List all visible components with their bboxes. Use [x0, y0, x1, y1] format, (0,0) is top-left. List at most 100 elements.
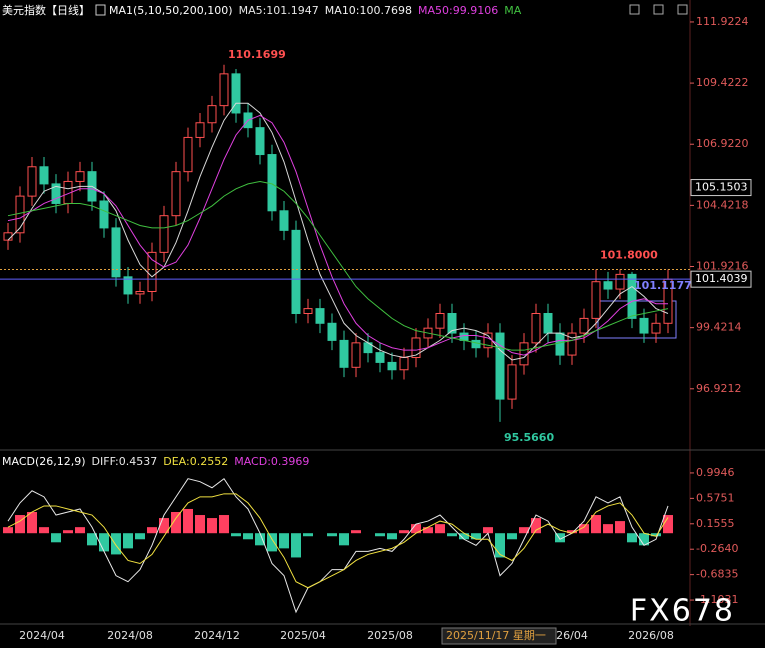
macd-bar: [627, 533, 637, 543]
candle-body: [435, 313, 445, 329]
icon[interactable]: [653, 4, 664, 15]
macd-bar: [495, 533, 505, 558]
candle-body: [579, 317, 589, 334]
macd-bar: [111, 533, 121, 555]
x-tick-label: 2024/12: [194, 629, 240, 642]
macd-bar: [327, 533, 337, 537]
candle-body: [291, 229, 301, 315]
macd-bar: [195, 515, 205, 534]
macd-bar: [207, 518, 217, 534]
candle-body: [159, 215, 169, 253]
legend-text: 美元指数【日线】: [2, 3, 90, 17]
candle-body: [495, 332, 505, 400]
candle-body: [231, 73, 241, 114]
macd-bar: [171, 512, 181, 534]
price-label-box: [690, 270, 752, 288]
macd-bar: [183, 508, 193, 534]
annotation: 101.1177: [634, 279, 692, 292]
crosshair-label: 2025/11/17 星期一: [446, 629, 546, 642]
candle-body: [219, 73, 229, 107]
candle-body: [267, 154, 277, 212]
candle-body: [111, 227, 121, 278]
price-label: 101.4039: [695, 272, 748, 285]
candle-body: [387, 361, 397, 371]
y-tick-label: 106.9220: [696, 137, 749, 150]
candle-body: [603, 281, 613, 290]
macd-bar: [87, 533, 97, 546]
macd-bar: [291, 533, 301, 558]
macd-bar: [375, 533, 385, 537]
legend-text: MA: [504, 4, 521, 17]
toolbar-icons: [629, 4, 688, 15]
icon: [95, 4, 106, 16]
macd-bar: [579, 524, 589, 534]
candle-body: [555, 332, 565, 356]
candle-body: [567, 332, 577, 356]
macd-bar: [615, 521, 625, 534]
macd-bar: [591, 515, 601, 534]
candle-body: [183, 136, 193, 173]
y-tick-label: -0.6835: [696, 568, 738, 581]
x-tick-label: 2025/04: [280, 629, 326, 642]
candle-body: [447, 313, 457, 334]
macd-bar: [219, 515, 229, 534]
candle-body: [75, 171, 85, 182]
legend-text: MA50:99.9106: [418, 4, 498, 17]
candle-body: [39, 166, 49, 185]
macd-bar: [351, 530, 361, 534]
candle-body: [147, 251, 157, 292]
macd-bar: [231, 533, 241, 537]
candle-body: [639, 317, 649, 334]
y-tick-label: 101.9216: [696, 260, 749, 273]
candle-body: [171, 171, 181, 217]
macd-bar: [267, 533, 277, 552]
annotation: 101.8000: [600, 248, 658, 261]
macd-bar: [651, 533, 661, 537]
candle-body: [531, 313, 541, 344]
macd-bar: [303, 533, 313, 537]
candle-body: [351, 342, 361, 368]
candle-body: [327, 322, 337, 341]
macd-bar: [483, 527, 493, 534]
y-tick-label: 96.9212: [696, 382, 742, 395]
candle-body: [195, 122, 205, 138]
candle-body: [375, 352, 385, 363]
macd-bar: [63, 530, 73, 534]
watermark: FX678: [630, 594, 735, 629]
price-label-box: [690, 179, 752, 197]
macd-bar: [27, 512, 37, 534]
candle-body: [615, 273, 625, 290]
annotation: 110.1699: [228, 48, 286, 61]
macd-bar: [447, 533, 457, 537]
macd-bar: [51, 533, 61, 543]
macd-bar: [255, 533, 265, 546]
macd-bar: [387, 533, 397, 540]
macd-bar: [435, 524, 445, 534]
y-tick-label: 111.9224: [696, 15, 749, 28]
macd-bar: [603, 524, 613, 534]
icon[interactable]: [677, 4, 688, 15]
indicator-line: [7, 477, 669, 614]
indicator-line: [7, 180, 669, 351]
macd-bar: [3, 527, 13, 534]
macd-bar: [531, 518, 541, 534]
y-tick-label: 99.4214: [696, 321, 742, 334]
candle-body: [459, 332, 469, 341]
y-tick-label: 109.4222: [696, 76, 749, 89]
candle-body: [27, 166, 37, 197]
candle-body: [411, 337, 421, 359]
macd-bar: [99, 533, 109, 552]
candle-body: [99, 200, 109, 229]
annotation: 95.5660: [504, 431, 554, 444]
macd-bar: [507, 533, 517, 540]
macd-bar: [147, 527, 157, 534]
candle-body: [339, 339, 349, 368]
y-tick-label: 0.5751: [696, 491, 735, 504]
macd-bar: [639, 533, 649, 546]
indicator-line: [7, 493, 669, 589]
candle-body: [627, 273, 637, 319]
crosshair-label-box: [441, 627, 557, 645]
icon[interactable]: [629, 4, 640, 15]
candle-body: [651, 322, 661, 334]
